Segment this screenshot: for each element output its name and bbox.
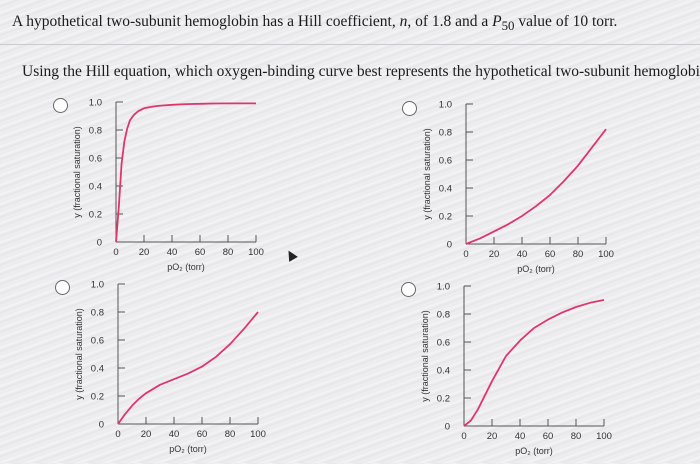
x-tick-label: 80 <box>571 431 582 442</box>
option-a-radio[interactable] <box>53 98 68 113</box>
question-line-1: A hypothetical two-subunit hemoglobin ha… <box>12 13 617 34</box>
x-tick-label: 0 <box>461 431 466 442</box>
x-tick-label: 40 <box>169 429 180 440</box>
p50-subscript: 50 <box>501 18 515 34</box>
question-line-2: Using the Hill equation, which oxygen-bi… <box>22 63 700 80</box>
x-tick-label: 60 <box>197 429 208 440</box>
y-tick-label: 0.6 <box>437 338 450 349</box>
question-text-a: A hypothetical two-subunit hemoglobin ha… <box>12 13 400 30</box>
question-text-b: , of 1.8 and a <box>407 13 493 30</box>
option-b-radio[interactable] <box>402 101 417 116</box>
x-tick-label: 0 <box>113 247 118 258</box>
x-axis-label: pO₂ (torr) <box>515 446 553 456</box>
question-text-c: value of 10 torr. <box>514 13 618 30</box>
x-tick-label: 80 <box>573 249 584 260</box>
hill-n-symbol: n <box>399 13 408 30</box>
y-tick-label: 0.2 <box>89 210 102 221</box>
y-tick-label: 0 <box>447 240 452 251</box>
y-tick-label: 1.0 <box>439 100 452 111</box>
y-tick-label: 0 <box>445 422 450 433</box>
x-tick-label: 0 <box>463 249 468 260</box>
option-c-graph: y (fractional saturation) 0 0.2 0.4 0.6 0.8 1.… <box>62 272 322 462</box>
x-tick-label: 80 <box>223 247 234 258</box>
y-tick-label: 0.4 <box>91 364 104 375</box>
option-b-graph: y (fractional saturation) 0 0.2 0.4 0.6 0.8 1.… <box>410 92 670 282</box>
y-tick-label: 0.8 <box>89 126 102 137</box>
x-tick-label: 100 <box>248 247 264 258</box>
y-tick-label: 1.0 <box>91 280 104 291</box>
oxygen-binding-curve <box>115 102 256 243</box>
option-d-graph: y (fractional saturation) 0 0.2 0.4 0.6 0.8 1.… <box>408 274 668 464</box>
x-tick-label: 80 <box>225 429 236 440</box>
y-tick-label: 0.4 <box>439 184 452 195</box>
y-axis-label: y (fractional saturation) <box>420 310 430 402</box>
y-tick-label: 0 <box>97 238 102 249</box>
y-tick-label: 0.4 <box>89 182 102 193</box>
y-tick-label: 0.6 <box>439 156 452 167</box>
x-tick-label: 20 <box>489 249 500 260</box>
x-tick-label: 60 <box>543 431 554 442</box>
y-tick-label: 0.2 <box>437 394 450 405</box>
x-axis-label: pO₂ (torr) <box>169 444 207 454</box>
x-axis-label: pO₂ (torr) <box>167 262 205 272</box>
p50-symbol: P <box>492 13 502 30</box>
y-tick-label: 0.2 <box>439 212 452 223</box>
chart-svg: y (fractional saturation) 0 0.2 0.4 0.6 0.8 1.… <box>420 282 612 457</box>
x-axis-label: pO₂ (torr) <box>517 264 555 274</box>
x-tick-label: 40 <box>515 431 526 442</box>
oxygen-binding-curve <box>465 128 607 245</box>
x-tick-label: 100 <box>250 429 266 440</box>
y-tick-label: 0.4 <box>437 366 450 377</box>
divider <box>0 44 700 45</box>
x-tick-label: 60 <box>195 247 206 258</box>
y-axis-label: y (fractional saturation) <box>72 126 82 218</box>
y-tick-label: 0.8 <box>439 128 452 139</box>
y-tick-label: 0.8 <box>91 308 104 319</box>
x-tick-label: 60 <box>545 249 556 260</box>
y-axis-label: y (fractional saturation) <box>74 308 84 400</box>
x-tick-label: 40 <box>517 249 528 260</box>
x-tick-label: 20 <box>487 431 498 442</box>
y-axis-label: y (fractional saturation) <box>422 128 432 220</box>
x-tick-label: 40 <box>167 247 178 258</box>
x-tick-label: 20 <box>141 429 152 440</box>
y-tick-label: 1.0 <box>437 282 450 293</box>
chart-svg: y (fractional saturation) 0 0.2 0.4 0.6 0.8 1.… <box>422 100 614 275</box>
option-a-graph: y (fractional saturation) 0 0.2 0.4 0.6 0.8 1.… <box>60 90 320 280</box>
x-tick-label: 100 <box>598 249 614 260</box>
y-tick-label: 1.0 <box>89 98 102 109</box>
chart-svg: y (fractional saturation) 0 0.2 0.4 0.6 0.8 1.… <box>74 280 266 455</box>
oxygen-binding-curve <box>463 299 605 427</box>
y-tick-label: 0.6 <box>89 154 102 165</box>
option-c-radio[interactable] <box>55 280 70 295</box>
y-tick-label: 0.6 <box>91 336 104 347</box>
option-d-radio[interactable] <box>401 282 416 297</box>
x-tick-label: 20 <box>139 247 150 258</box>
y-tick-label: 0 <box>99 420 104 431</box>
x-tick-label: 100 <box>596 431 612 442</box>
y-tick-label: 0.2 <box>91 392 104 403</box>
x-tick-label: 0 <box>115 429 120 440</box>
oxygen-binding-curve <box>117 311 259 425</box>
chart-svg: y (fractional saturation) 0 0.2 0.4 0.6 0.8 1.… <box>72 98 264 273</box>
y-tick-label: 0.8 <box>437 310 450 321</box>
